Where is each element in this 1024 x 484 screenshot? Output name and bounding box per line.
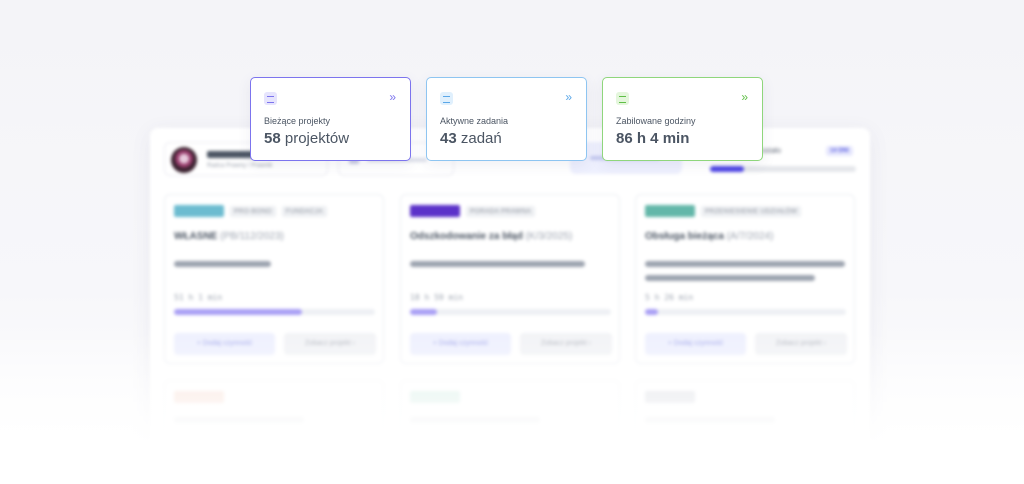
stat-value: 86 h 4 min bbox=[616, 130, 689, 147]
stat-number: 58 bbox=[264, 130, 281, 147]
stat-number: 43 bbox=[440, 130, 457, 147]
project-name: Odszkodowanie za błąd bbox=[410, 231, 523, 242]
hours-progress bbox=[174, 309, 375, 315]
subscription-progress bbox=[710, 166, 856, 172]
description-line bbox=[645, 275, 815, 281]
color-swatch bbox=[645, 205, 695, 217]
stat-unit: projektów bbox=[284, 130, 350, 147]
progress-fill bbox=[645, 309, 658, 315]
project-ref: (PB/112/2023) bbox=[220, 231, 284, 242]
fade-overlay bbox=[0, 330, 1024, 484]
stat-icon bbox=[616, 92, 629, 105]
stat-number: 86 h 4 min bbox=[616, 130, 690, 147]
progress-fill bbox=[710, 166, 744, 172]
project-title: WŁASNE (PB/112/2023) bbox=[174, 231, 284, 242]
hours-progress bbox=[645, 309, 846, 315]
tag-row: PRO-BONO FUNDACJA bbox=[174, 205, 327, 217]
stat-card[interactable]: » Bieżące projekty 58 projektów bbox=[250, 77, 411, 161]
stat-label: Zabilowane godziny bbox=[616, 116, 696, 126]
user-name bbox=[207, 151, 267, 158]
project-name: WŁASNE bbox=[174, 231, 218, 242]
stat-icon bbox=[264, 92, 277, 105]
tag: PORADA PRAWNA bbox=[466, 205, 536, 217]
color-swatch bbox=[410, 205, 460, 217]
progress-fill bbox=[174, 309, 302, 315]
tag-row: PORADA PRAWNA bbox=[410, 205, 536, 217]
stat-icon bbox=[440, 92, 453, 105]
description-line bbox=[174, 261, 271, 267]
tag: PRZENIESIENIE UDZIAŁÓW bbox=[701, 205, 802, 217]
stat-value: 43 zadań bbox=[440, 130, 502, 147]
subscription-badge: 14 DNI bbox=[826, 146, 853, 156]
hours-progress bbox=[410, 309, 611, 315]
tag-row: PRZENIESIENIE UDZIAŁÓW bbox=[645, 205, 802, 217]
chevron[interactable]: » bbox=[565, 90, 572, 104]
user-role: Radca Prawny / Prawnik bbox=[207, 163, 273, 169]
project-title: Obsługa bieżąca (A/7/2024) bbox=[645, 231, 773, 242]
subscription-label: Pozostało bbox=[746, 146, 782, 155]
progress-fill bbox=[410, 309, 437, 315]
project-title: Odszkodowanie za błąd (K/3/2025) bbox=[410, 231, 572, 242]
hours: 5 h 26 min bbox=[645, 293, 694, 302]
tag: FUNDACJA bbox=[281, 205, 327, 217]
chevron[interactable]: » bbox=[389, 90, 396, 104]
profile[interactable]: Radca Prawny / Prawnik bbox=[164, 142, 328, 176]
color-swatch bbox=[174, 205, 224, 217]
project-name: Obsługa bieżąca bbox=[645, 231, 724, 242]
project-ref: (K/3/2025) bbox=[525, 231, 573, 242]
hours: 51 h 1 min bbox=[174, 293, 223, 302]
stat-label: Aktywne zadania bbox=[440, 116, 509, 126]
avatar bbox=[171, 147, 197, 173]
description-line bbox=[410, 261, 585, 267]
project-ref: (A/7/2024) bbox=[726, 231, 774, 242]
stat-card[interactable]: » Aktywne zadania 43 zadań bbox=[426, 77, 587, 161]
stat-card[interactable]: » Zabilowane godziny 86 h 4 min bbox=[602, 77, 763, 161]
stat-value: 58 projektów bbox=[264, 130, 349, 147]
chevron[interactable]: » bbox=[741, 90, 748, 104]
stat-unit: zadań bbox=[460, 130, 502, 147]
hours: 18 h 59 min bbox=[410, 293, 463, 302]
tag: PRO-BONO bbox=[230, 205, 276, 217]
stat-label: Bieżące projekty bbox=[264, 116, 331, 126]
description-line bbox=[645, 261, 845, 267]
